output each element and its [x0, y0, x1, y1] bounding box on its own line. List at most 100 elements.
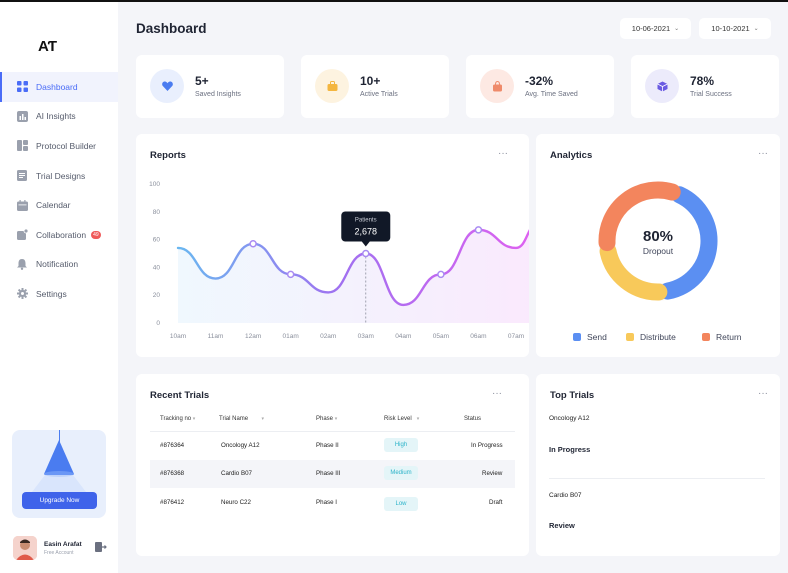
- x-tick-label: 04am: [395, 333, 411, 340]
- sidebar-item-label: Trial Designs: [36, 170, 86, 181]
- sidebar-item-ai-insights[interactable]: AI Insights: [0, 102, 118, 132]
- stat-label: Saved Insights: [195, 91, 241, 98]
- y-tick-label: 60: [153, 237, 161, 244]
- lamp-illustration: [32, 440, 86, 492]
- donut-segment-return[interactable]: [598, 181, 681, 252]
- sidebar-item-label: Notification: [36, 259, 79, 270]
- data-point-marker[interactable]: [474, 226, 483, 234]
- reports-title: Reports: [150, 150, 186, 161]
- data-point-marker[interactable]: [437, 270, 445, 279]
- sidebar-item-label: Collaboration: [36, 229, 87, 240]
- legend-swatch: [702, 333, 710, 341]
- more-options-icon[interactable]: ···: [492, 388, 502, 399]
- legend-swatch: [573, 333, 581, 341]
- column-header-phase[interactable]: Phase ▾: [316, 416, 338, 422]
- donut-segment-send[interactable]: [659, 186, 718, 300]
- blocks-icon: [16, 140, 28, 152]
- column-header-tracking[interactable]: Tracking no ▾: [160, 416, 196, 422]
- upgrade-card: Upgrade Now: [12, 430, 106, 518]
- cell-tracking: #876368: [160, 470, 185, 477]
- cell-phase: Phase III: [316, 470, 341, 477]
- sidebar-item-trial-designs[interactable]: Trial Designs: [0, 161, 118, 191]
- stat-label: Trial Success: [690, 91, 732, 98]
- more-options-icon[interactable]: ···: [758, 388, 768, 399]
- recent-trials-title: Recent Trials: [150, 390, 210, 401]
- stat-card-saved-insights[interactable]: 5+ Saved Insights: [136, 55, 284, 118]
- user-profile[interactable]: Easin Arafat Free Account: [13, 535, 113, 561]
- x-tick-label: 06am: [470, 333, 486, 340]
- donut-label: Dropout: [643, 246, 674, 256]
- sidebar-item-settings[interactable]: Settings: [0, 279, 118, 309]
- analytics-donut-chart: 80% Dropout: [598, 181, 718, 301]
- chevron-down-icon: ⌄: [753, 26, 759, 32]
- logout-icon[interactable]: [95, 541, 107, 553]
- top-trial-name[interactable]: Cardio B07: [549, 492, 582, 499]
- tooltip-label: Patients: [355, 218, 377, 224]
- risk-badge: Medium: [384, 466, 418, 480]
- calendar-icon: [16, 199, 28, 211]
- y-tick-label: 100: [149, 181, 160, 188]
- table-row[interactable]: #876412 Neuro C22 Phase I Low Draft: [150, 489, 515, 517]
- top-trial-name[interactable]: Oncology A12: [549, 415, 590, 422]
- stat-value: 5+: [195, 74, 209, 88]
- risk-badge: Low: [384, 497, 418, 511]
- sort-icon: ▾: [192, 416, 196, 422]
- donut-segment-distribute[interactable]: [599, 242, 668, 301]
- data-point-marker[interactable]: [286, 270, 295, 279]
- column-header-risk-level[interactable]: Risk Level ▾: [384, 416, 420, 422]
- document-icon: [16, 170, 28, 182]
- heart-icon: [150, 69, 184, 103]
- cell-status: In Progress: [471, 442, 503, 449]
- cell-phase: Phase II: [316, 442, 339, 449]
- x-tick-label: 10am: [170, 333, 186, 340]
- date-to-picker[interactable]: 10-10-2021 ⌄: [699, 18, 771, 39]
- column-header-trial-name[interactable]: Trial Name ▾: [219, 416, 264, 422]
- sidebar-item-label: Protocol Builder: [36, 140, 97, 151]
- table-row[interactable]: #876368 Cardio B07 Phase III Medium Revi…: [150, 460, 515, 488]
- date-from-picker[interactable]: 10-06-2021 ⌄: [620, 18, 691, 39]
- sort-icon: ▾: [416, 416, 420, 422]
- cell-tracking: #876412: [160, 499, 185, 506]
- box-icon: [645, 69, 679, 103]
- data-point-marker[interactable]: [362, 249, 370, 258]
- user-name: Easin Arafat: [44, 540, 82, 548]
- upgrade-button[interactable]: Upgrade Now: [22, 492, 97, 509]
- more-options-icon[interactable]: ···: [758, 148, 768, 159]
- stat-label: Active Trials: [360, 91, 398, 98]
- sidebar-item-protocol-builder[interactable]: Protocol Builder: [0, 131, 118, 161]
- data-point-marker[interactable]: [249, 240, 257, 248]
- x-tick-label: 02am: [320, 333, 336, 340]
- sidebar-item-calendar[interactable]: Calendar: [0, 190, 118, 220]
- page-title: Dashboard: [136, 21, 207, 36]
- cell-status: Review: [482, 470, 503, 477]
- table-row[interactable]: #876364 Oncology A12 Phase II High In Pr…: [150, 432, 515, 460]
- sidebar-item-dashboard[interactable]: Dashboard: [0, 72, 118, 102]
- stat-card-avg-time-saved[interactable]: -32% Avg. Time Saved: [466, 55, 614, 118]
- sidebar-item-collaboration[interactable]: Collaboration 49: [0, 220, 118, 250]
- notification-badge: 49: [91, 230, 101, 239]
- x-tick-label: 05am: [433, 333, 449, 340]
- top-trials-card: Top Trials ···: [536, 374, 780, 556]
- sidebar-item-notification[interactable]: Notification: [0, 250, 118, 280]
- cell-tracking: #876364: [160, 442, 185, 449]
- stat-card-active-trials[interactable]: 10+ Active Trials: [301, 55, 449, 118]
- user-plan: Free Account: [44, 549, 74, 556]
- stat-card-trial-success[interactable]: 78% Trial Success: [631, 55, 779, 118]
- bag-icon: [315, 69, 349, 103]
- top-trial-status: Review: [549, 521, 575, 530]
- cell-status: Draft: [489, 499, 503, 506]
- date-to-value: 10-10-2021: [711, 24, 750, 33]
- analytics-card: Analytics ···: [536, 134, 780, 357]
- gear-icon: [16, 288, 28, 300]
- sort-icon: ▾: [261, 416, 264, 422]
- app-logo[interactable]: AƬ: [38, 38, 57, 55]
- more-options-icon[interactable]: ···: [498, 148, 508, 159]
- y-tick-label: 80: [153, 209, 161, 216]
- chart-area-fill: [178, 229, 529, 323]
- sidebar: AƬ Dashboard AI Insights Protocol Builde…: [0, 2, 118, 573]
- cell-trial-name: Neuro C22: [221, 499, 251, 506]
- column-header-status[interactable]: Status: [464, 416, 482, 422]
- stat-value: -32%: [525, 74, 554, 88]
- cart-icon: [480, 69, 514, 103]
- bell-icon: [16, 258, 28, 270]
